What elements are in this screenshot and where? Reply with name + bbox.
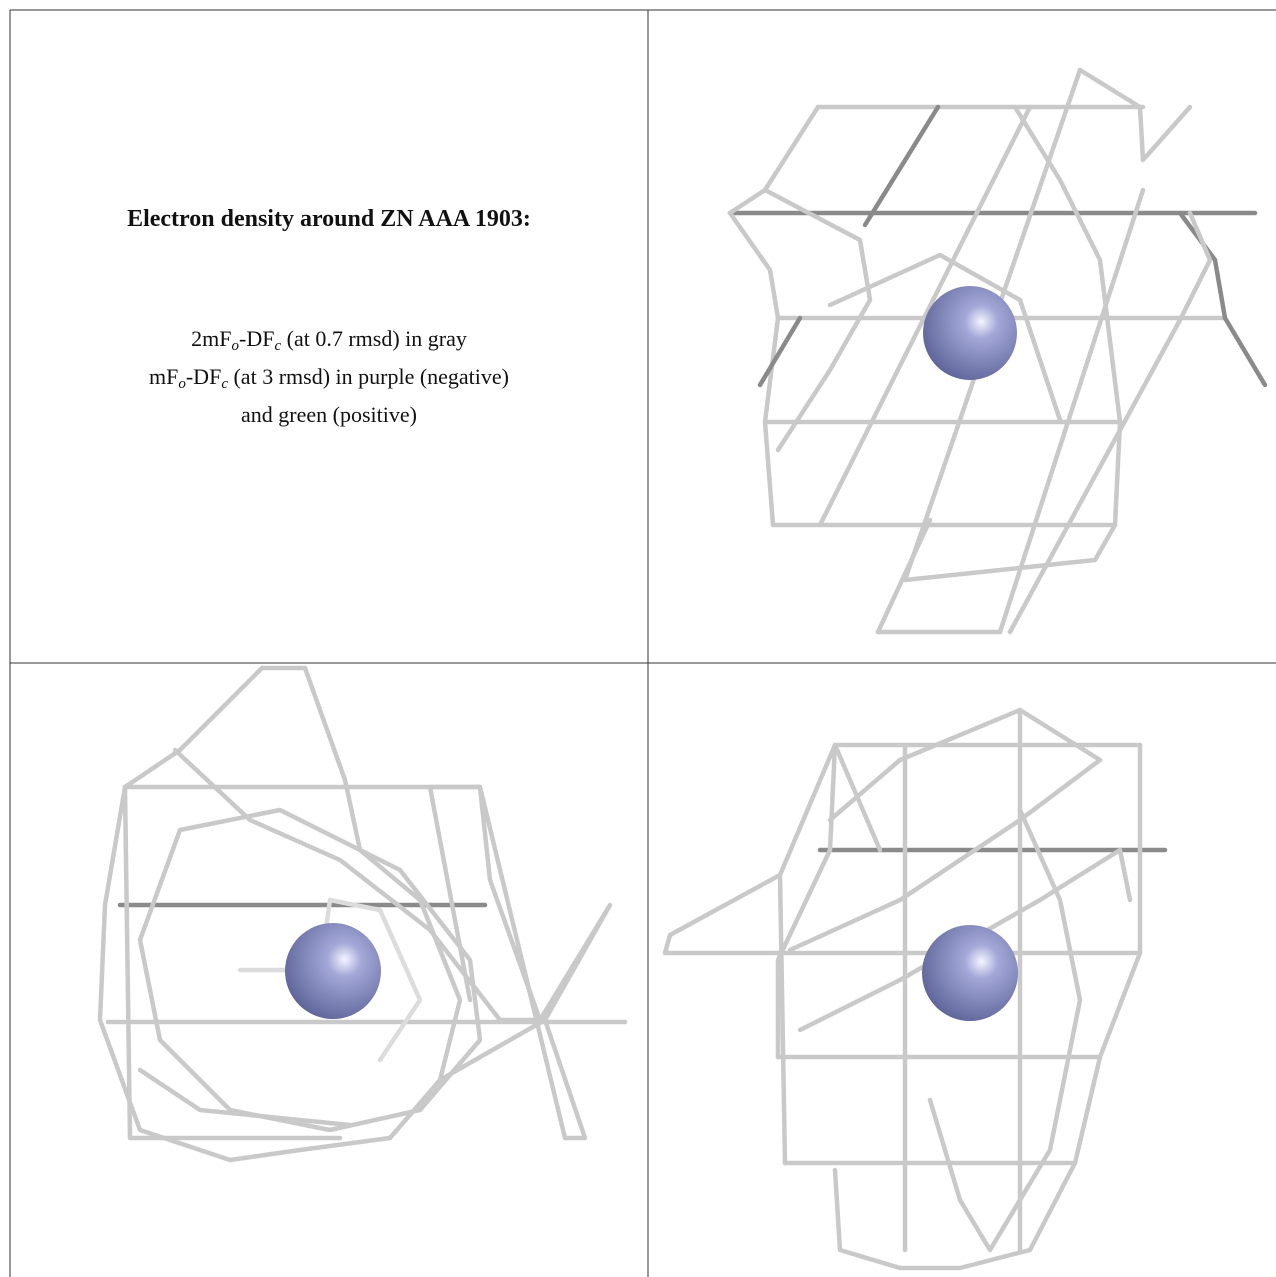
density-view-3 (662, 707, 1168, 1271)
subscript: o (231, 338, 240, 354)
legend: 2mFo-DFc (at 0.7 rmsd) in gray mFo-DFc (… (10, 320, 648, 434)
density-view-2 (97, 665, 628, 1163)
text: 2mF (191, 326, 232, 351)
table-borders (9, 9, 1276, 1277)
text: (at 3 rmsd) in purple (negative) (227, 364, 509, 389)
legend-line: mFo-DFc (at 3 rmsd) in purple (negative) (10, 358, 648, 396)
subscript: o (178, 376, 186, 392)
subscript: c (274, 338, 282, 354)
text: -DF (185, 364, 222, 389)
subscript: c (221, 376, 228, 392)
legend-line: and green (positive) (241, 402, 417, 427)
figure-title: Electron density around ZN AAA 1903: (127, 206, 531, 232)
text: -DF (239, 326, 275, 351)
text: mF (149, 364, 179, 389)
text: (at 0.7 rmsd) in gray (281, 326, 467, 351)
density-view-1 (727, 67, 1268, 635)
legend-line: 2mFo-DFc (at 0.7 rmsd) in gray (10, 320, 648, 358)
